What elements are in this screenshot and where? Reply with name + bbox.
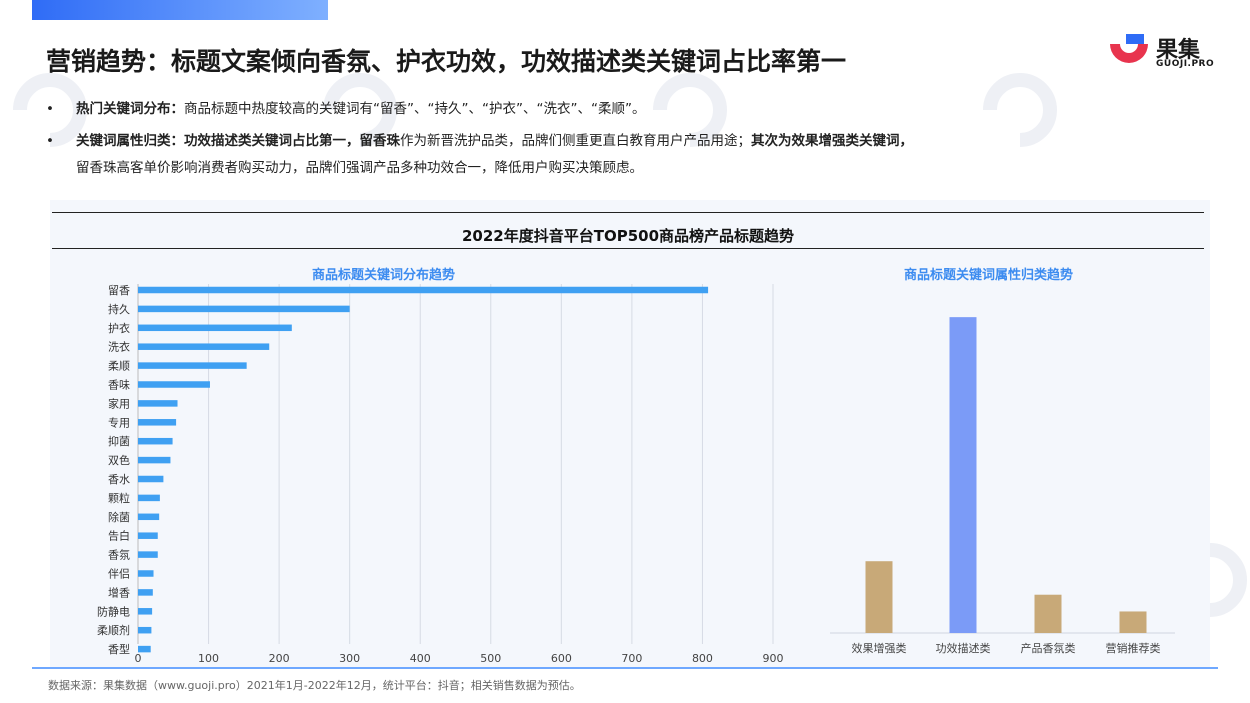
category-label: 香型 [108, 642, 130, 656]
bar [138, 551, 158, 558]
bullet-text: 商品标题中热度较高的关键词有“留香”、“持久”、“护衣”、“洗衣”、“柔顺”。 [184, 101, 646, 117]
x-tick-label: 100 [198, 652, 219, 665]
keyword-distribution-chart: 0 100 200 300 400 500 600 700 800 900 留香持久护衣洗衣柔顺香味… [97, 284, 784, 665]
bar [138, 494, 160, 502]
keyword-attribute-chart: 效果增强类 功效描述类 产品香氛类 营销推荐类 [830, 317, 1175, 655]
bar [138, 570, 154, 577]
guoji-logo-icon [1110, 34, 1148, 63]
category-label: 护衣 [108, 321, 130, 335]
bar [138, 324, 292, 332]
category-label: 柔顺 [108, 360, 130, 373]
bullet-bold-text: 其次为效果增强类关键词， [751, 133, 913, 149]
x-tick-label: 200 [269, 652, 290, 665]
category-label: 香氛 [108, 549, 130, 562]
bar [1034, 594, 1062, 633]
bullet-text: 作为新晋洗护品类，品牌们侧重更直白教育用户产品用途； [400, 133, 751, 149]
category-label: 功效描述类 [936, 641, 991, 655]
x-tick-label: 800 [692, 652, 713, 665]
footer-divider [32, 667, 1218, 669]
chart-top-rule [52, 212, 1204, 213]
x-tick-label: 400 [410, 652, 431, 665]
chart-panel [50, 200, 1210, 668]
chart2-title: 商品标题关键词属性归类趋势 [904, 268, 1074, 283]
bar [1119, 611, 1147, 633]
bullet-text-line2: 留香珠高客单价影响消费者购买动力，品牌们强调产品多种功效合一，降低用户购买决策顾… [76, 160, 643, 176]
bar [138, 400, 178, 407]
x-tick-label: 600 [551, 652, 572, 665]
logo-text: 果集 [1156, 38, 1201, 63]
x-tick-label: 300 [339, 652, 360, 665]
category-label: 告白 [108, 529, 130, 543]
bullet-dot: • [46, 101, 54, 117]
bar [865, 561, 893, 633]
chart1-title: 商品标题关键词分布趋势 [312, 268, 456, 283]
bar [138, 475, 164, 483]
top-accent-bar [32, 0, 328, 20]
bar [138, 419, 177, 426]
x-tick-label: 0 [135, 652, 142, 665]
category-label: 家用 [108, 396, 130, 410]
category-label: 香水 [108, 473, 130, 486]
category-label: 留香 [108, 284, 130, 297]
bullet-label: 关键词属性归类： [76, 133, 184, 149]
category-label: 增香 [108, 585, 130, 599]
category-label: 柔顺剂 [97, 623, 130, 637]
category-label: 产品香氛类 [1021, 641, 1076, 655]
bar [138, 513, 160, 521]
bullet-bold-text: 留香珠 [359, 133, 401, 149]
category-label: 洗衣 [108, 340, 130, 354]
x-tick-label: 500 [480, 652, 501, 665]
logo: 果集 GUOJI.PRO [1106, 30, 1218, 76]
chart-section-title: 2022年度抖音平台TOP500商品榜产品标题趋势 [461, 227, 795, 245]
logo-subtext: GUOJI.PRO [1156, 59, 1215, 69]
bullet-keyword-attributes: • 关键词属性归类：功效描述类关键词占比第一，留香珠作为新晋洗护品类，品牌们侧重… [46, 128, 1226, 182]
chart-title-rule [52, 248, 1204, 249]
bullet-label: 热门关键词分布： [76, 101, 184, 117]
x-tick-label: 700 [621, 652, 642, 665]
category-label: 持久 [108, 302, 130, 316]
bullet-hot-keywords: • 热门关键词分布：商品标题中热度较高的关键词有“留香”、“持久”、“护衣”、“… [46, 96, 1226, 123]
category-label: 抑菌 [108, 434, 130, 448]
category-label: 颗粒 [108, 491, 130, 505]
category-label: 伴侣 [108, 567, 130, 581]
bar [138, 645, 151, 653]
bar [949, 317, 977, 633]
bullet-dot: • [46, 133, 54, 149]
category-label: 专用 [108, 415, 130, 429]
bar [138, 286, 709, 294]
page-title: 营销趋势：标题文案倾向香氛、护衣功效，功效描述类关键词占比率第一 [46, 47, 847, 76]
data-source-footer: 数据来源：果集数据（www.guoji.pro）2021年1月-2022年12月… [48, 679, 581, 692]
category-label: 防静电 [97, 604, 130, 618]
category-label: 效果增强类 [852, 641, 907, 655]
x-tick-label: 900 [763, 652, 784, 665]
category-label: 营销推荐类 [1106, 641, 1161, 655]
bar [138, 343, 270, 350]
bar [138, 626, 152, 634]
category-label: 除菌 [108, 510, 130, 524]
bar [138, 532, 158, 539]
bar [138, 456, 171, 464]
bar [138, 381, 210, 388]
bar [138, 437, 173, 445]
bar [138, 589, 153, 596]
category-label: 双色 [108, 453, 130, 467]
category-label: 香味 [108, 379, 130, 392]
bar [138, 362, 247, 369]
bullet-bold-text: 功效描述类关键词占比第一， [184, 133, 360, 149]
bar [138, 608, 153, 615]
bullet-list: • 热门关键词分布：商品标题中热度较高的关键词有“留香”、“持久”、“护衣”、“… [46, 96, 1226, 182]
bar [138, 305, 350, 313]
